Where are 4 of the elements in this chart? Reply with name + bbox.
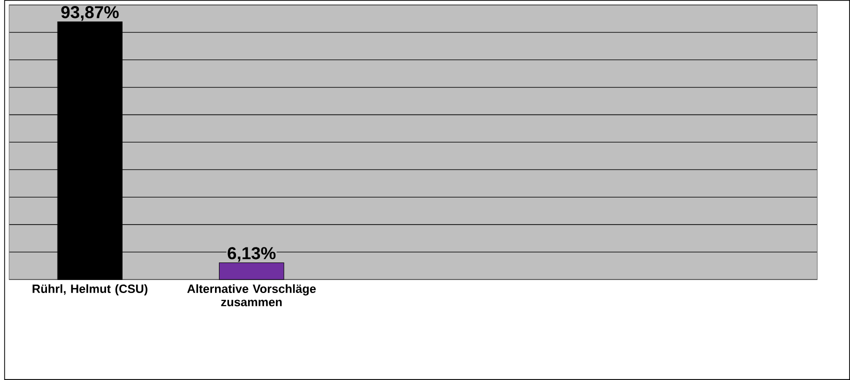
data-label: 93,87% (61, 6, 119, 21)
data-label: 6,13% (228, 247, 276, 262)
x-tick-label: Alternative Vorschläge zusammen (187, 284, 316, 306)
x-tick-label: Rührl, Helmut (CSU) (32, 284, 148, 296)
